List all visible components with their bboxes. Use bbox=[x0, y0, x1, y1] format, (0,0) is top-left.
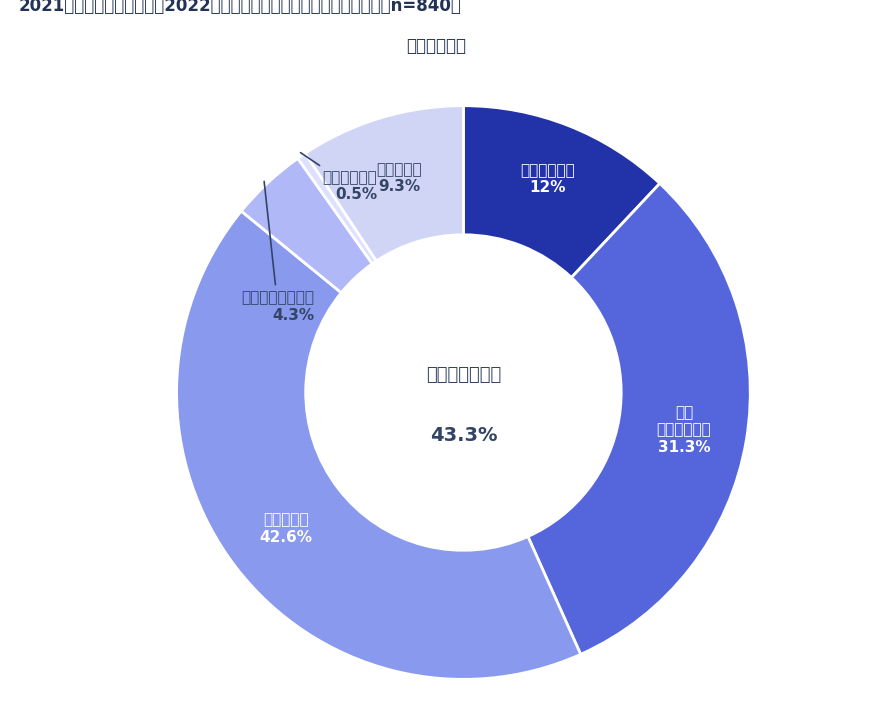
Text: わからない
9.3%: わからない 9.3% bbox=[376, 162, 422, 194]
Wedge shape bbox=[177, 211, 581, 679]
Wedge shape bbox=[241, 159, 372, 292]
Text: 変わらない
42.6%: 変わらない 42.6% bbox=[260, 513, 312, 545]
Text: 易しくなった
0.5%: 易しくなった 0.5% bbox=[301, 152, 378, 202]
Text: （単一回答）: （単一回答） bbox=[406, 37, 466, 55]
Wedge shape bbox=[297, 153, 377, 264]
Text: 難しくなった
12%: 難しくなった 12% bbox=[521, 163, 576, 195]
Text: やや
難しくなった
31.3%: やや 難しくなった 31.3% bbox=[656, 405, 711, 455]
Text: 難しくなった計: 難しくなった計 bbox=[426, 366, 501, 385]
Text: やや易しくなった
4.3%: やや易しくなった 4.3% bbox=[241, 182, 314, 322]
Wedge shape bbox=[464, 106, 660, 277]
Text: 43.3%: 43.3% bbox=[429, 426, 497, 445]
Wedge shape bbox=[528, 184, 751, 654]
Wedge shape bbox=[305, 106, 464, 261]
Text: 2021年度と比較した際の、2022年度の中途採用全体の難易度の変化感（n=840）: 2021年度と比較した際の、2022年度の中途採用全体の難易度の変化感（n=84… bbox=[18, 0, 462, 15]
